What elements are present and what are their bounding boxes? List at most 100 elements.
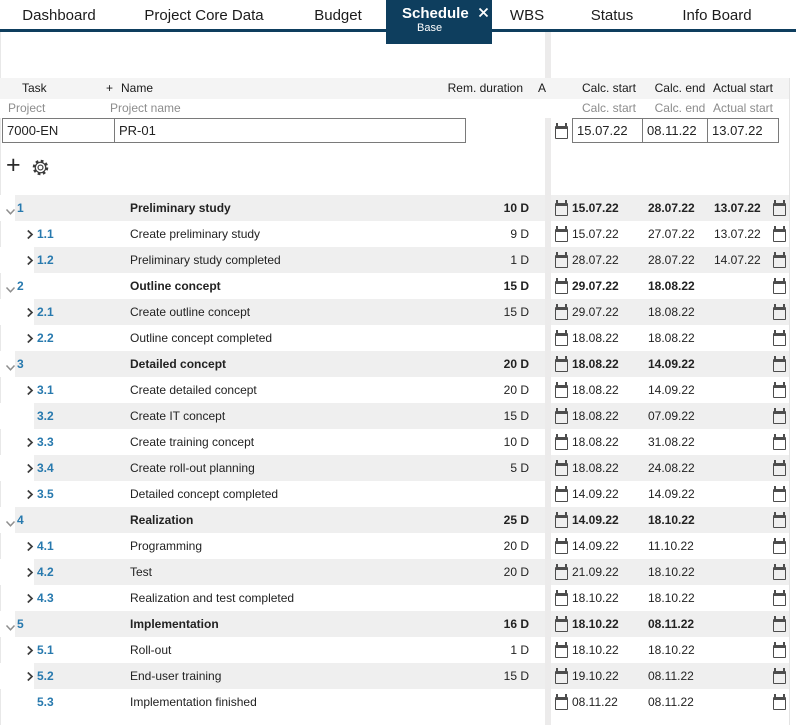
add-column-icon[interactable]: + [106, 81, 114, 95]
chevron-down-icon[interactable] [5, 621, 16, 635]
column-header-truncated[interactable]: A [538, 81, 547, 95]
calendar-icon[interactable] [555, 278, 568, 294]
calendar-icon[interactable] [773, 460, 786, 476]
chevron-right-icon[interactable] [26, 541, 34, 555]
task-row[interactable]: 3.1 Create detailed concept 20 D [0, 377, 545, 403]
settings-gear-icon[interactable] [31, 158, 50, 180]
tab-info-board[interactable]: Info Board [682, 6, 752, 24]
task-name[interactable]: Outline concept [130, 279, 221, 293]
calendar-icon[interactable] [555, 252, 568, 268]
task-number[interactable]: 4.2 [37, 565, 54, 579]
calendar-icon[interactable] [773, 382, 786, 398]
task-row[interactable]: 5 Implementation 16 D [0, 611, 545, 637]
task-name[interactable]: Outline concept completed [130, 331, 273, 345]
task-number[interactable]: 5 [17, 617, 24, 631]
task-row[interactable]: 4.1 Programming 20 D [0, 533, 545, 559]
chevron-right-icon[interactable] [26, 671, 34, 685]
tab-status[interactable]: Status [590, 6, 634, 24]
task-number[interactable]: 5.2 [37, 669, 54, 683]
task-number[interactable]: 3.3 [37, 435, 54, 449]
calendar-icon[interactable] [773, 668, 786, 684]
task-row[interactable]: 3.2 Create IT concept 15 D [0, 403, 545, 429]
calendar-icon[interactable] [555, 564, 568, 580]
calendar-icon[interactable] [773, 616, 786, 632]
calendar-icon[interactable] [773, 304, 786, 320]
task-row[interactable]: 4 Realization 25 D [0, 507, 545, 533]
calendar-icon[interactable] [773, 512, 786, 528]
chevron-right-icon[interactable] [26, 229, 34, 243]
task-number[interactable]: 2 [17, 279, 24, 293]
task-row[interactable]: 5.1 Roll-out 1 D [0, 637, 545, 663]
chevron-right-icon[interactable] [26, 385, 34, 399]
project-name-field[interactable]: PR-01 [119, 123, 156, 138]
task-number[interactable]: 3.5 [37, 487, 54, 501]
task-name[interactable]: Test [130, 565, 153, 579]
task-name[interactable]: Roll-out [130, 643, 172, 657]
chevron-down-icon[interactable] [5, 283, 16, 297]
calendar-icon[interactable] [773, 226, 786, 242]
calendar-icon[interactable] [555, 408, 568, 424]
task-row[interactable]: 5.3 Implementation finished [0, 689, 545, 715]
task-number[interactable]: 5.1 [37, 643, 54, 657]
chevron-right-icon[interactable] [26, 255, 34, 269]
task-name[interactable]: Implementation [130, 617, 219, 631]
calendar-icon[interactable] [555, 486, 568, 502]
tab-wbs[interactable]: WBS [509, 6, 545, 24]
calendar-icon[interactable] [555, 642, 568, 658]
task-name[interactable]: Create detailed concept [130, 383, 257, 397]
task-number[interactable]: 5.3 [37, 695, 54, 709]
column-header-calc-start[interactable]: Calc. start [581, 81, 636, 95]
column-header-actual-start[interactable]: Actual start [712, 81, 774, 95]
task-name[interactable]: Create training concept [130, 435, 255, 449]
task-name[interactable]: Preliminary study [130, 201, 231, 215]
task-row[interactable]: 1 Preliminary study 10 D [0, 195, 545, 221]
task-number[interactable]: 2.1 [37, 305, 54, 319]
task-row[interactable]: 3 Detailed concept 20 D [0, 351, 545, 377]
task-row[interactable]: 3.5 Detailed concept completed [0, 481, 545, 507]
project-calc-end-field[interactable]: 08.11.22 [642, 118, 708, 143]
task-row[interactable]: 2.1 Create outline concept 15 D [0, 299, 545, 325]
calendar-icon[interactable] [773, 538, 786, 554]
calendar-icon[interactable] [773, 434, 786, 450]
task-row[interactable]: 4.3 Realization and test completed [0, 585, 545, 611]
calendar-icon[interactable] [555, 460, 568, 476]
task-number[interactable]: 1 [17, 201, 24, 215]
task-row[interactable]: 1.2 Preliminary study completed 1 D [0, 247, 545, 273]
chevron-right-icon[interactable] [26, 567, 34, 581]
column-header-rem-duration[interactable]: Rem. duration [447, 81, 523, 95]
column-header-calc-end[interactable]: Calc. end [654, 81, 706, 95]
calendar-icon[interactable] [773, 200, 786, 216]
calendar-icon[interactable] [773, 486, 786, 502]
calendar-icon[interactable] [555, 356, 568, 372]
project-id-field[interactable]: 7000-EN [3, 119, 115, 142]
calendar-icon[interactable] [773, 408, 786, 424]
calendar-icon[interactable] [555, 616, 568, 632]
calendar-icon[interactable] [773, 252, 786, 268]
task-name[interactable]: Create roll-out planning [130, 461, 255, 475]
task-number[interactable]: 3.2 [37, 409, 54, 423]
task-number[interactable]: 4.3 [37, 591, 54, 605]
task-name[interactable]: Realization [130, 513, 194, 527]
chevron-down-icon[interactable] [5, 517, 16, 531]
add-task-button[interactable]: + [6, 151, 21, 179]
chevron-right-icon[interactable] [26, 593, 34, 607]
chevron-down-icon[interactable] [5, 205, 16, 219]
chevron-right-icon[interactable] [26, 307, 34, 321]
calendar-icon[interactable] [555, 304, 568, 320]
calendar-icon[interactable] [555, 382, 568, 398]
calendar-icon[interactable] [555, 434, 568, 450]
tab-dashboard[interactable]: Dashboard [22, 6, 96, 24]
calendar-icon[interactable] [555, 538, 568, 554]
calendar-icon[interactable] [555, 200, 568, 216]
chevron-right-icon[interactable] [26, 463, 34, 477]
task-row[interactable]: 3.3 Create training concept 10 D [0, 429, 545, 455]
project-actual-start-field[interactable]: 13.07.22 [707, 118, 779, 143]
task-name[interactable]: End-user training [130, 669, 222, 683]
calendar-icon[interactable] [773, 642, 786, 658]
task-number[interactable]: 3 [17, 357, 24, 371]
tab-budget[interactable]: Budget [314, 6, 362, 24]
task-number[interactable]: 3.1 [37, 383, 54, 397]
task-name[interactable]: Create preliminary study [130, 227, 261, 241]
project-calc-start-field[interactable]: 15.07.22 [572, 118, 643, 143]
chevron-right-icon[interactable] [26, 489, 34, 503]
